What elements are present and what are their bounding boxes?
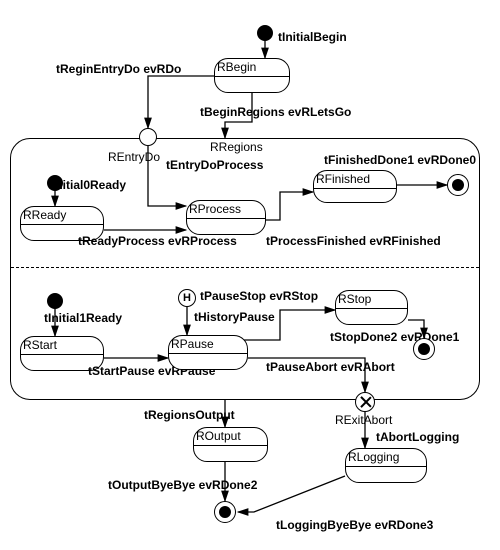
lbl-RRegions: RRegions: [210, 140, 263, 154]
title-RStart: RStart: [21, 337, 103, 355]
title-RFinished: RFinished: [314, 171, 396, 189]
lbl-tPauseAbort: tPauseAbort evRAbort: [266, 360, 395, 374]
lbl-tReginEntryDo: tReginEntryDo evRDo: [56, 62, 181, 76]
history-node: H: [178, 289, 196, 307]
region-divider: [11, 267, 479, 268]
state-RLogging: RLogging: [345, 448, 427, 483]
lbl-tHistoryPause: tHistoryPause: [194, 310, 275, 324]
state-RBegin: RBegin: [214, 58, 290, 93]
title-ROutput: ROutput: [194, 428, 267, 446]
lbl-tInitialBegin: tInitialBegin: [278, 30, 347, 44]
lbl-tPauseStop: tPauseStop evRStop: [200, 289, 318, 303]
title-RLogging: RLogging: [346, 449, 426, 467]
lbl-tStopDone2: tStopDone2 evRDone1: [330, 330, 459, 344]
title-RPause: RPause: [169, 336, 247, 354]
state-RStop: RStop: [335, 290, 408, 325]
lbl-tReadyProcess: tReadyProcess evRProcess: [78, 234, 237, 248]
state-RProcess: RProcess: [186, 200, 266, 235]
title-RReady: RReady: [21, 207, 103, 225]
junction-REntryDo: [139, 128, 157, 146]
lbl-tRegionsOutput: tRegionsOutput: [144, 408, 235, 422]
title-RBegin: RBegin: [215, 59, 289, 77]
state-RFinished: RFinished: [313, 170, 397, 203]
final-r0: [447, 174, 469, 196]
state-ROutput: ROutput: [193, 427, 268, 462]
initial-top: [257, 25, 273, 41]
lbl-tBeginRegions: tBeginRegions evRLetsGo: [200, 105, 351, 119]
lbl-tEntryDoProcess: tEntryDoProcess: [166, 158, 263, 172]
final-bottom: [214, 501, 236, 523]
lbl-tOutputByeBye: tOutputByeBye evRDone2: [108, 478, 257, 492]
exit-RExitAbort: [355, 392, 375, 412]
lbl-tAbortLogging: tAbortLogging: [376, 430, 459, 444]
lbl-tProcessFinished: tProcessFinished evRFinished: [266, 234, 441, 248]
initial-r1: [47, 293, 63, 309]
title-RStop: RStop: [336, 291, 407, 309]
lbl-RExitAbort: RExitAbort: [335, 413, 392, 427]
lbl-tLoggingByeBye: tLoggingByeBye evRDone3: [276, 518, 433, 532]
final-r1: [413, 338, 435, 360]
lbl-tInitial0Ready: tInitial0Ready: [48, 178, 126, 192]
lbl-tFinishedDone1: tFinishedDone1 evRDone0: [324, 153, 476, 167]
state-RPause: RPause: [168, 335, 248, 370]
title-RProcess: RProcess: [187, 201, 265, 219]
lbl-REntryDo: REntryDo: [108, 150, 160, 164]
lbl-tInitial1Ready: tInitial1Ready: [44, 311, 122, 325]
